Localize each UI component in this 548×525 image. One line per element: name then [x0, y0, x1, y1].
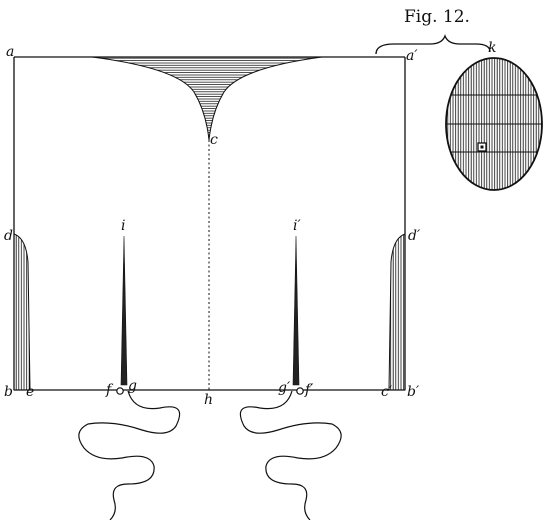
left-shaded-band — [13, 233, 31, 391]
figure-title: Fig. 12. — [404, 7, 470, 27]
label-d: d — [4, 228, 13, 244]
label-c: c — [210, 132, 218, 148]
left-ring — [116, 387, 124, 395]
brace-bracket — [375, 34, 491, 55]
oval-hatching — [446, 58, 542, 190]
cross-section-oval — [445, 57, 543, 191]
label-g-prime: g′ — [278, 380, 291, 396]
label-f-prime: f′ — [304, 382, 314, 398]
label-c-prime: c′ — [381, 384, 393, 400]
left-wavy-thread — [78, 390, 181, 521]
label-a-prime: a′ — [406, 48, 418, 64]
label-f: f — [105, 382, 114, 398]
right-wavy-thread — [239, 390, 342, 521]
label-i: i — [121, 218, 125, 234]
label-e: e — [26, 384, 34, 400]
label-d-prime: d′ — [408, 228, 421, 244]
top-shaded-cusp — [91, 56, 323, 141]
oval-marker-dot — [480, 145, 484, 149]
label-k: k — [488, 40, 496, 56]
label-b-prime: b′ — [407, 384, 420, 400]
label-i-prime: i′ — [293, 218, 301, 234]
label-b: b — [4, 384, 13, 400]
label-h: h — [204, 392, 213, 408]
right-ring — [296, 387, 304, 395]
label-a: a — [6, 44, 14, 60]
left-spike — [120, 235, 128, 386]
right-shaded-band — [388, 233, 406, 391]
label-g: g — [128, 378, 137, 394]
right-spike — [292, 235, 300, 386]
